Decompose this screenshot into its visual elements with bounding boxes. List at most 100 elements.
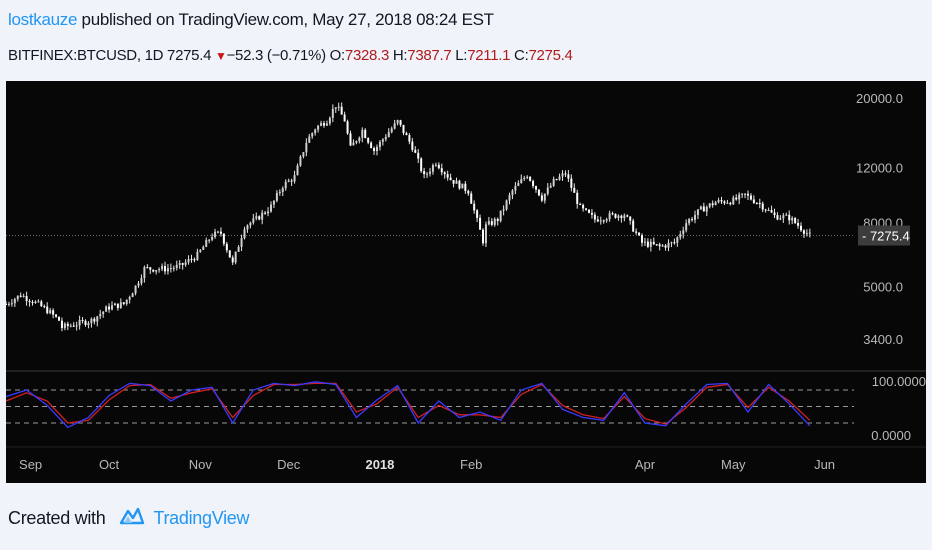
price-bar-body [169,268,172,270]
price-bar-body [22,296,25,298]
price-bar-body [720,200,723,202]
price-bar-body [249,222,252,226]
price-bar-body [582,204,585,209]
price-series [5,102,811,332]
price-bar-body [5,303,7,305]
price-bar-body [505,200,508,210]
price-bar-body [270,204,272,212]
price-bar-body [55,314,58,317]
price-bar-body [599,220,602,222]
price-bar-body [340,106,343,115]
price-bar-body [46,306,49,314]
price-bar-body [346,121,349,134]
price-bar-body [131,293,134,298]
price-bar-body [514,185,517,191]
price-bar-body [40,301,43,307]
price-bar-body [87,322,90,326]
price-bar-body [679,234,682,238]
price-bar-body [352,142,355,146]
price-bar-body [431,165,434,172]
last-price-tag-label: - 7275.4 [862,229,910,244]
price-bar-body [58,316,60,321]
price-bar-body [417,152,420,159]
price-bar-body [10,303,13,305]
price-bar-body [493,218,496,225]
price-bar-body [222,233,225,244]
high-value: 7387.7 [407,47,452,64]
price-bar-body [349,133,352,146]
price-bar-body [635,231,638,233]
price-bar-body [202,246,205,250]
price-bar-body [152,269,155,272]
close-label: C: [514,47,529,64]
price-bar-body [776,215,779,220]
price-bar-body [711,203,714,206]
author-link[interactable]: lostkauze [8,10,78,29]
price-bar-body [272,200,275,205]
price-bar-body [119,302,122,309]
price-bar-body [638,232,641,236]
price-bar-body [649,241,652,247]
time-tick-label: Feb [460,457,482,472]
price-bar-body [526,176,529,178]
price-bar-body [452,180,455,184]
price-bar-body [473,203,476,211]
price-bar-body [187,259,190,263]
price-bar-body [552,179,555,186]
price-bar-body [802,230,805,234]
chart-area[interactable]: 20000.0 12000.0 8000.0 5000.0 3400.0 - 7275.… [5,81,926,483]
price-bar-body [378,141,381,147]
price-bar-body [667,242,670,248]
price-bar-body [364,129,367,138]
price-bar-body [290,180,293,182]
price-bar-body [620,215,623,219]
price-bar-body [691,219,694,221]
price-bar-body [137,283,140,286]
price-bar-body [72,325,75,327]
symbol-label: BITFINEX:BTCUSD, 1D [8,47,164,64]
price-bar-body [278,192,281,194]
price-bar-body [311,133,314,137]
price-bar-body [69,325,72,327]
price-bar-body [384,136,387,140]
price-bar-body [502,209,505,211]
price-bar-body [458,180,461,189]
price-bar-body [246,225,249,230]
price-bar-body [461,183,464,189]
price-bar-body [608,213,611,220]
price-bar-body [158,269,161,271]
price-bar-body [593,214,596,220]
price-bar-body [78,320,81,326]
price-bar-body [555,179,558,181]
price-bar-body [181,263,184,265]
price-bar-body [63,323,66,329]
price-bar-body [764,209,767,211]
tradingview-logo-icon[interactable] [119,505,145,532]
price-bar-body [579,203,582,205]
price-bar-body [228,250,231,258]
price-bar-body [805,233,808,235]
price-bar-body [102,311,105,314]
price-bar-body [614,213,617,218]
price-bar-body [408,135,411,142]
time-axis: Sep Oct Nov Dec 2018 Feb Apr May Jun [19,457,835,472]
price-bar-body [596,219,599,222]
price-bar-body [13,299,16,304]
price-bar-body [523,177,526,180]
price-bar-body [729,202,732,205]
price-bar-body [487,221,490,225]
price-bar-body [605,219,608,221]
tradingview-brand-link[interactable]: TradingView [153,508,250,528]
price-bar-body [767,209,770,211]
price-bar-body [434,164,437,166]
price-bar-body [128,297,131,300]
price-bar-body [508,195,511,201]
price-bar-body [122,302,125,304]
price-bar-body [143,267,146,279]
price-bar-body [255,216,258,219]
last-price-tag: - 7275.4 [858,225,910,246]
price-bar-body [735,197,738,200]
price-bar-body [791,217,794,221]
price-bar-body [193,259,196,261]
